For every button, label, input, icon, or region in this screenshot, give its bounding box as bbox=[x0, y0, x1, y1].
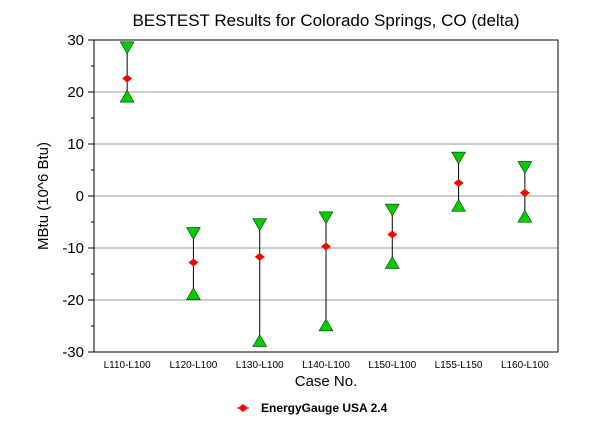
data-point bbox=[254, 252, 265, 261]
data-point bbox=[453, 179, 464, 187]
range-min-marker bbox=[384, 256, 400, 269]
range-max-marker bbox=[185, 227, 201, 240]
y-axis-label: MBtu (10^6 Btu) bbox=[35, 142, 52, 250]
y-tick-label: -30 bbox=[62, 344, 84, 361]
y-tick-label: -10 bbox=[62, 240, 84, 257]
range-min-marker bbox=[252, 334, 268, 347]
y-tick-label: 0 bbox=[76, 188, 84, 205]
x-axis-label: Case No. bbox=[295, 373, 358, 390]
marks-layer bbox=[119, 41, 533, 347]
range-max-marker bbox=[451, 151, 467, 165]
range-min-marker bbox=[318, 318, 334, 332]
x-axis: L110-L100 L120-L100 L130-L100 L140-L100 L150… bbox=[104, 360, 550, 371]
legend-marker bbox=[238, 404, 248, 412]
x-tick-label: L120-L100 bbox=[170, 360, 218, 371]
data-point bbox=[387, 230, 398, 239]
range-max-marker bbox=[252, 218, 268, 232]
x-tick-label: L155-L150 bbox=[435, 360, 483, 371]
data-point bbox=[321, 242, 331, 251]
x-tick-label: L160-L100 bbox=[501, 360, 549, 371]
y-tick-label: 20 bbox=[67, 84, 84, 101]
range-min-marker bbox=[517, 209, 533, 223]
legend: EnergyGauge USA 2.4 bbox=[237, 401, 388, 415]
range-max-marker bbox=[517, 161, 533, 174]
range-min-marker bbox=[185, 287, 201, 300]
data-point bbox=[188, 258, 199, 267]
x-tick-label: L140-L100 bbox=[302, 360, 350, 371]
range-max-marker bbox=[119, 41, 135, 55]
x-tick-label: L110-L100 bbox=[104, 360, 152, 371]
range-min-marker bbox=[451, 198, 467, 212]
legend-label: EnergyGauge USA 2.4 bbox=[261, 401, 388, 415]
range-max-marker bbox=[318, 211, 334, 225]
range-max-marker bbox=[384, 203, 400, 217]
y-axis: 30 20 10 0 -10 -20 -30 bbox=[62, 32, 94, 361]
x-tick-label: L130-L100 bbox=[236, 360, 284, 371]
data-point bbox=[519, 188, 530, 197]
y-tick-label: 10 bbox=[67, 136, 84, 153]
y-tick-label: 30 bbox=[67, 32, 84, 49]
data-point bbox=[122, 74, 133, 83]
x-tick-label: L150-L100 bbox=[368, 360, 416, 371]
chart-title: BESTEST Results for Colorado Springs, CO… bbox=[132, 11, 519, 30]
y-tick-label: -20 bbox=[62, 292, 84, 309]
range-min-marker bbox=[119, 89, 135, 103]
